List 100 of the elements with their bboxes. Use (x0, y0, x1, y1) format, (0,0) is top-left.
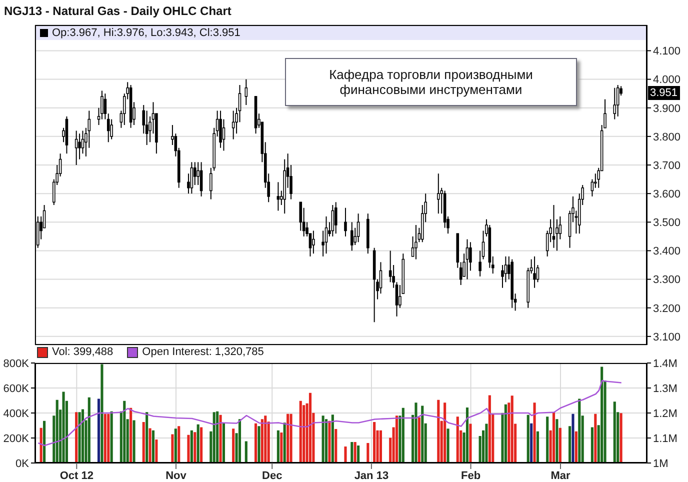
y-tick-label: 200K (3, 432, 30, 445)
bar (373, 422, 376, 463)
bar (212, 412, 216, 463)
x-tick-label: Jan 13 (354, 470, 389, 482)
bar (190, 430, 193, 463)
y2-tick-label: 1M (653, 458, 668, 470)
bar (75, 412, 78, 463)
candlestick (244, 78, 248, 106)
bar (469, 424, 472, 463)
bar (283, 422, 286, 463)
x-tick-label: Nov (166, 470, 188, 482)
bar (130, 408, 132, 463)
bar (88, 397, 90, 463)
bar (142, 422, 145, 463)
y-tick-label: 4.100 (653, 46, 681, 58)
bar (418, 417, 420, 463)
y2-tick-label: 1.3M (653, 382, 678, 395)
bar (536, 431, 540, 463)
bar (324, 419, 328, 463)
bar (302, 405, 306, 463)
bar (152, 430, 155, 463)
legend-label: Open Interest: 1,320,785 (141, 346, 264, 358)
header-strip: Op:3.967, Hi:3.976, Lo:3.943, Cl:3.951 (36, 26, 646, 40)
candlestick (466, 238, 469, 280)
bar (299, 400, 302, 463)
bar (171, 434, 174, 463)
bar (232, 428, 235, 463)
bar (276, 430, 280, 463)
bar (574, 431, 578, 463)
candlestick (344, 207, 347, 237)
bar (444, 402, 446, 463)
bar (244, 441, 248, 463)
candlestick (193, 162, 196, 186)
x-tick-label: Feb (460, 470, 481, 482)
bar (354, 442, 356, 463)
bar (620, 413, 622, 463)
bar (200, 427, 203, 463)
bar (132, 420, 136, 463)
y-tick-label: 3.600 (653, 188, 681, 200)
bar (258, 426, 260, 463)
x-tick-label: Mar (550, 470, 571, 482)
bar (254, 423, 258, 463)
bar (556, 419, 558, 463)
candlestick (552, 204, 556, 248)
bar (123, 400, 126, 463)
bar (530, 423, 533, 463)
y-tick-label: 3.700 (653, 160, 681, 172)
candlestick (312, 230, 315, 254)
bar (344, 446, 347, 463)
bar (613, 402, 616, 463)
bar (456, 416, 459, 463)
bar (194, 432, 196, 463)
bar (238, 419, 242, 463)
bar (590, 427, 594, 463)
bar (466, 408, 469, 463)
bar (97, 398, 100, 463)
bar (110, 411, 113, 463)
legend-label: Vol: 399,488 (51, 346, 114, 358)
bar (395, 416, 398, 463)
bar (578, 398, 581, 463)
y-tick-label: 3.100 (653, 331, 681, 344)
candlestick (533, 256, 536, 288)
x-tick-label: Oct 12 (60, 470, 94, 482)
y-tick-label: 400K (3, 408, 30, 420)
bar (56, 400, 58, 463)
candlestick (74, 130, 78, 166)
text: 3.951 (648, 86, 680, 100)
candlestick (356, 213, 360, 243)
bar (334, 429, 338, 463)
bar (148, 428, 152, 463)
bar (146, 412, 148, 463)
candlestick (616, 84, 620, 117)
bar (437, 400, 440, 463)
bar (510, 396, 514, 463)
bar (558, 428, 562, 463)
bar (526, 414, 530, 463)
bar (155, 440, 158, 463)
bar (216, 411, 219, 463)
bar (260, 419, 264, 463)
bar (219, 414, 222, 463)
candlestick (78, 133, 81, 160)
bar (40, 428, 42, 463)
bar (379, 430, 382, 463)
line-series (38, 380, 622, 446)
bar (546, 416, 549, 463)
bar (196, 424, 200, 463)
bar (290, 414, 292, 463)
bar (187, 434, 190, 463)
bar (331, 414, 334, 463)
candlestick (324, 216, 328, 254)
bar (485, 424, 488, 463)
y2-tick-label: 1.4M (653, 358, 678, 370)
y-tick-label: 3.400 (653, 246, 681, 258)
y2-tick-label: 1.2M (653, 408, 678, 420)
y-tick-label: 3.900 (653, 102, 681, 115)
bar (100, 364, 104, 463)
bar (402, 408, 404, 463)
x-tick-label: Dec (262, 470, 282, 482)
candlestick (276, 182, 280, 212)
bar (222, 423, 226, 463)
